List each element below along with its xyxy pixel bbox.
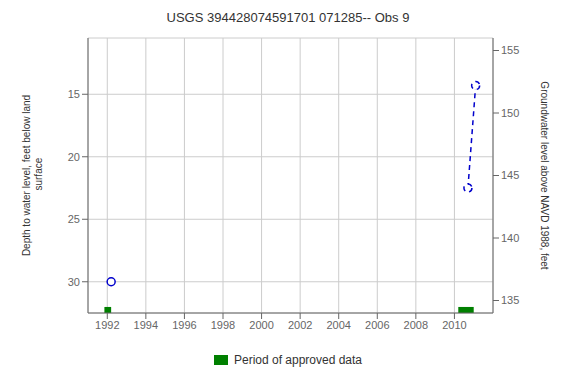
svg-text:2010: 2010 — [442, 319, 466, 331]
svg-text:Groundwater level above NAVD 1: Groundwater level above NAVD 1988, feet — [539, 81, 550, 269]
svg-text:140: 140 — [501, 232, 519, 244]
svg-text:135: 135 — [501, 294, 519, 306]
svg-text:2000: 2000 — [249, 319, 273, 331]
svg-text:155: 155 — [501, 44, 519, 56]
html-text:Period of approved data: Period of approved data — [234, 353, 362, 367]
svg-text:145: 145 — [501, 169, 519, 181]
svg-text:25: 25 — [68, 213, 80, 225]
svg-text:2006: 2006 — [365, 319, 389, 331]
svg-text:2004: 2004 — [326, 319, 350, 331]
html-text:USGS 394428074591701 071285--: USGS 394428074591701 071285-- Obs 9 — [166, 10, 410, 25]
svg-text:1998: 1998 — [211, 319, 235, 331]
svg-text:20: 20 — [68, 151, 80, 163]
svg-text:15: 15 — [68, 88, 80, 100]
svg-text:2002: 2002 — [288, 319, 312, 331]
svg-text:2008: 2008 — [404, 319, 428, 331]
svg-text:1992: 1992 — [95, 319, 119, 331]
svg-text:30: 30 — [68, 276, 80, 288]
svg-text:1996: 1996 — [172, 319, 196, 331]
svg-text:150: 150 — [501, 107, 519, 119]
svg-text:Depth to water level, feet bel: Depth to water level, feet below land su… — [21, 95, 44, 256]
svg-text:1994: 1994 — [134, 319, 158, 331]
